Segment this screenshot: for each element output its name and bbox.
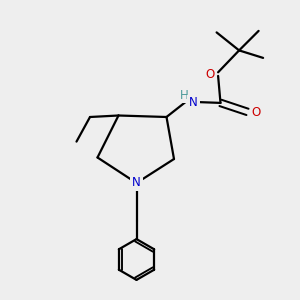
- Text: H: H: [179, 88, 188, 102]
- Text: N: N: [189, 96, 198, 110]
- Text: O: O: [251, 106, 260, 119]
- Text: N: N: [132, 176, 141, 190]
- Text: O: O: [205, 68, 214, 81]
